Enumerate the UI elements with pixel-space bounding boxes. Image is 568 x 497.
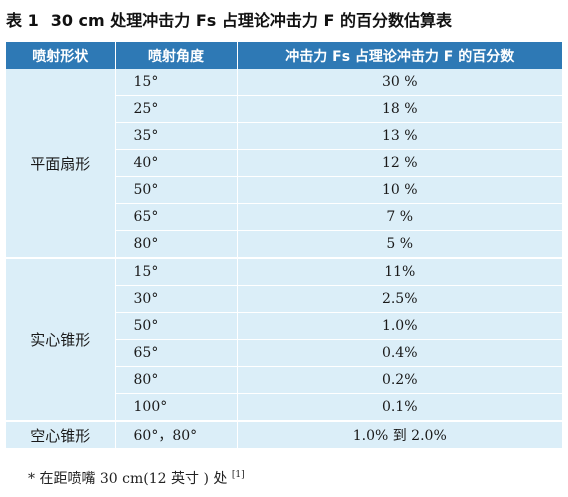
angle-cell: 80° — [115, 230, 238, 259]
angle-cell: 65° — [115, 339, 238, 367]
column-header-shape: 喷射形状 — [6, 42, 116, 69]
angle-cell: 65° — [115, 203, 238, 231]
footnote-reference: [1] — [231, 470, 245, 480]
percent-cell: 7 % — [237, 203, 562, 231]
table-row: 80° 5 % — [6, 230, 562, 259]
percent-cell: 13 % — [237, 122, 562, 150]
percent-cell: 1.0% — [237, 312, 562, 340]
table-number: 表 1 — [6, 11, 39, 30]
table-row: 50° 1.0% — [6, 312, 562, 340]
footnote: * 在距喷嘴 30 cm(12 英寸 ) 处 [1] — [28, 463, 245, 487]
percent-cell: 0.1% — [237, 393, 562, 422]
data-table: 喷射形状 喷射角度 冲击力 Fs 占理论冲击力 F 的百分数 平面扇形 15° … — [6, 42, 562, 449]
table-row: 100° 0.1% — [6, 393, 562, 422]
table-row: 平面扇形 15° 30 % — [6, 69, 562, 259]
table-row: 实心锥形 15° 11% — [6, 257, 562, 422]
group-cell-flat-fan: 平面扇形 — [6, 69, 116, 259]
percent-cell: 5 % — [237, 230, 562, 259]
percent-cell: 2.5% — [237, 285, 562, 313]
percent-cell: 0.4% — [237, 339, 562, 367]
table-caption: 表 1 30 cm 处理冲击力 Fs 占理论冲击力 F 的百分数估算表 — [6, 8, 562, 34]
table-row: 30° 2.5% — [6, 285, 562, 313]
column-header-percent: 冲击力 Fs 占理论冲击力 F 的百分数 — [237, 42, 562, 69]
table-row: 35° 13 % — [6, 122, 562, 150]
angle-cell: 50° — [115, 312, 238, 340]
angle-cell: 15° — [115, 257, 238, 286]
table-row: 65° 0.4% — [6, 339, 562, 367]
header-row: 喷射形状 喷射角度 冲击力 Fs 占理论冲击力 F 的百分数 — [6, 42, 562, 69]
angle-cell: 80° — [115, 366, 238, 394]
table-title: 30 cm 处理冲击力 Fs 占理论冲击力 F 的百分数估算表 — [50, 11, 452, 30]
group-cell-full-cone: 实心锥形 — [6, 257, 116, 422]
angle-cell: 35° — [115, 122, 238, 150]
angle-cell: 60°，80° — [115, 420, 238, 449]
percent-cell: 10 % — [237, 176, 562, 204]
angle-cell: 100° — [115, 393, 238, 422]
table-row: 65° 7 % — [6, 203, 562, 231]
column-header-angle: 喷射角度 — [115, 42, 238, 69]
table-row: 25° 18 % — [6, 95, 562, 123]
group-cell-hollow-cone: 空心锥形 — [6, 420, 116, 449]
table-row: 50° 10 % — [6, 176, 562, 204]
percent-cell: 30 % — [237, 69, 562, 96]
percent-cell: 11% — [237, 257, 562, 286]
angle-cell: 25° — [115, 95, 238, 123]
percent-cell: 12 % — [237, 149, 562, 177]
angle-cell: 15° — [115, 69, 238, 96]
angle-cell: 50° — [115, 176, 238, 204]
angle-cell: 30° — [115, 285, 238, 313]
percent-cell: 0.2% — [237, 366, 562, 394]
footnote-text: * 在距喷嘴 30 cm(12 英寸 ) 处 — [28, 471, 228, 487]
percent-cell: 1.0% 到 2.0% — [237, 420, 562, 449]
percent-cell: 18 % — [237, 95, 562, 123]
angle-cell: 40° — [115, 149, 238, 177]
table-row: 空心锥形 60°，80° 1.0% 到 2.0% — [6, 420, 562, 449]
table-row: 80° 0.2% — [6, 366, 562, 394]
table-row: 40° 12 % — [6, 149, 562, 177]
